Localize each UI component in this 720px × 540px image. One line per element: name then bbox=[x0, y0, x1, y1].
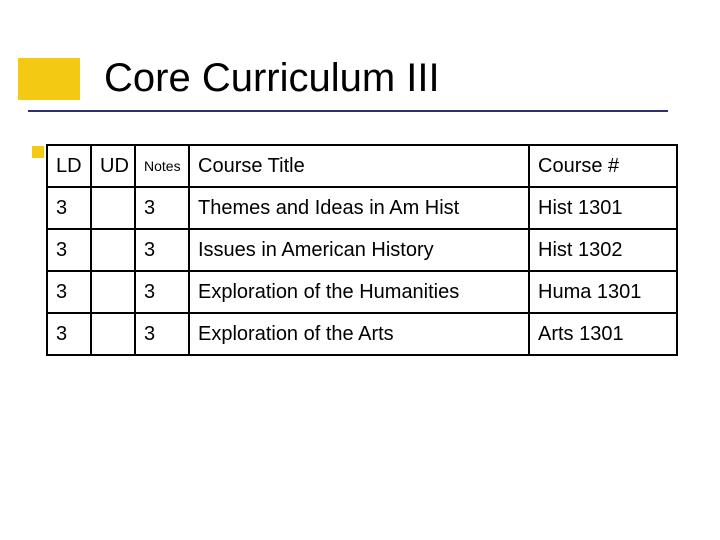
cell-title: Issues in American History bbox=[189, 229, 529, 271]
table-row: 3 3 Issues in American History Hist 1302 bbox=[47, 229, 677, 271]
cell-title: Themes and Ideas in Am Hist bbox=[189, 187, 529, 229]
course-table: LD UD Notes Course Title Course # 3 3 Th… bbox=[46, 144, 678, 356]
cell-ld: 3 bbox=[47, 229, 91, 271]
cell-ud bbox=[91, 187, 135, 229]
course-table-wrap: LD UD Notes Course Title Course # 3 3 Th… bbox=[46, 144, 676, 356]
cell-num: Arts 1301 bbox=[529, 313, 677, 355]
col-header-ld: LD bbox=[47, 145, 91, 187]
cell-ld: 3 bbox=[47, 271, 91, 313]
table-row: 3 3 Exploration of the Humanities Huma 1… bbox=[47, 271, 677, 313]
col-header-num: Course # bbox=[529, 145, 677, 187]
cell-notes: 3 bbox=[135, 313, 189, 355]
cell-num: Hist 1301 bbox=[529, 187, 677, 229]
cell-num: Hist 1302 bbox=[529, 229, 677, 271]
col-header-title: Course Title bbox=[189, 145, 529, 187]
cell-title: Exploration of the Humanities bbox=[189, 271, 529, 313]
cell-notes: 3 bbox=[135, 187, 189, 229]
cell-ld: 3 bbox=[47, 313, 91, 355]
cell-notes: 3 bbox=[135, 271, 189, 313]
cell-title: Exploration of the Arts bbox=[189, 313, 529, 355]
accent-block-top bbox=[18, 58, 80, 100]
table-header-row: LD UD Notes Course Title Course # bbox=[47, 145, 677, 187]
table-row: 3 3 Themes and Ideas in Am Hist Hist 130… bbox=[47, 187, 677, 229]
cell-ud bbox=[91, 271, 135, 313]
cell-ld: 3 bbox=[47, 187, 91, 229]
cell-notes: 3 bbox=[135, 229, 189, 271]
page-title: Core Curriculum III bbox=[104, 56, 440, 101]
title-underline bbox=[28, 110, 668, 112]
col-header-notes: Notes bbox=[135, 145, 189, 187]
col-header-ud: UD bbox=[91, 145, 135, 187]
cell-num: Huma 1301 bbox=[529, 271, 677, 313]
cell-ud bbox=[91, 229, 135, 271]
cell-ud bbox=[91, 313, 135, 355]
accent-bullet bbox=[32, 146, 44, 158]
table-row: 3 3 Exploration of the Arts Arts 1301 bbox=[47, 313, 677, 355]
